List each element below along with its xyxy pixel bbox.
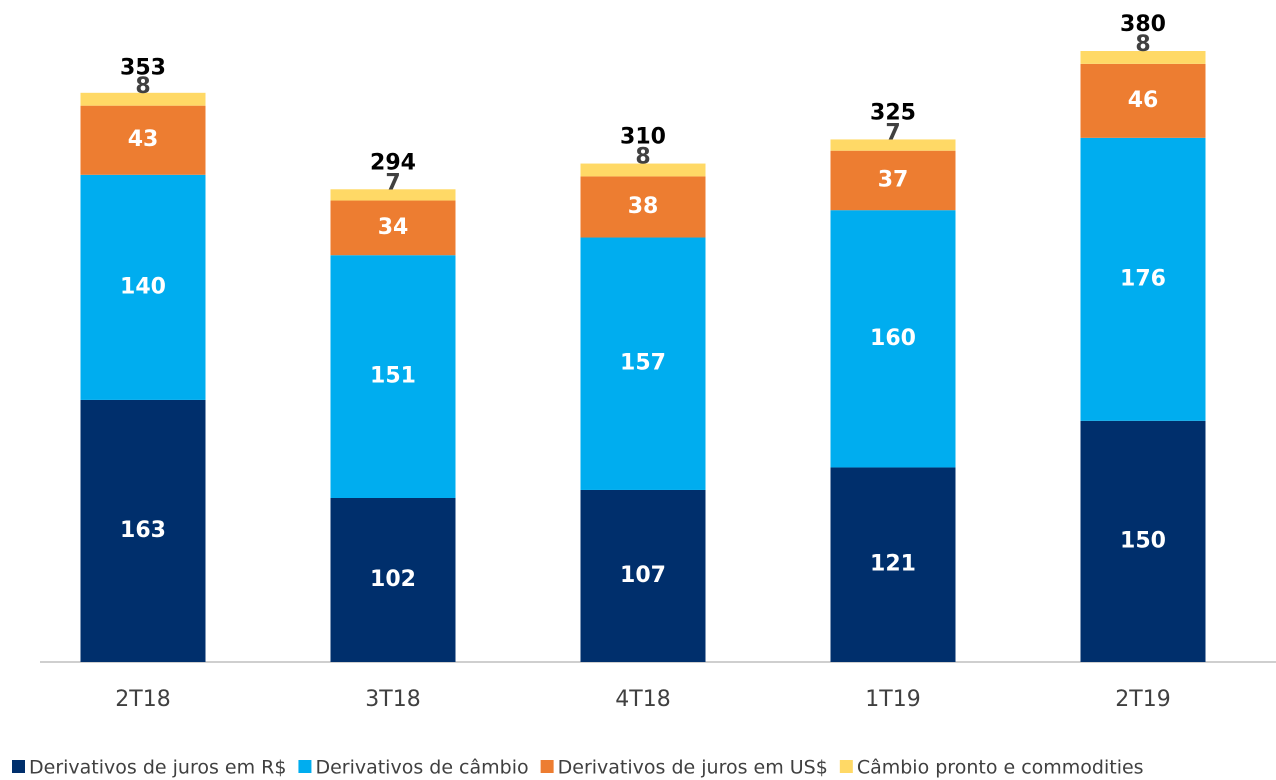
bar-segment <box>80 174 206 400</box>
data-label: 8 <box>635 145 650 170</box>
x-tick-label: 2T19 <box>1115 687 1170 712</box>
data-label: 176 <box>1120 266 1166 291</box>
bar-segment <box>330 497 456 662</box>
x-tick-label: 3T18 <box>365 687 420 712</box>
data-label: 150 <box>1120 528 1166 553</box>
total-label: 325 <box>870 100 916 125</box>
bar-segment <box>830 139 956 151</box>
data-label: 46 <box>1128 88 1159 113</box>
legend-label: Derivativos de juros em US$ <box>558 757 828 779</box>
bar-segment <box>80 399 206 662</box>
data-label: 107 <box>620 563 666 588</box>
legend-swatch <box>298 760 312 773</box>
bar-segment <box>830 467 956 662</box>
bar-segment <box>1080 137 1206 421</box>
legend-label: Câmbio pronto e commodities <box>857 757 1144 779</box>
legend-label: Derivativos de câmbio <box>315 757 528 779</box>
data-label: 8 <box>1135 32 1150 57</box>
bar-segment <box>80 105 206 175</box>
data-label: 121 <box>870 552 916 577</box>
data-label: 43 <box>128 127 159 152</box>
bar-segment <box>330 200 456 256</box>
data-label: 160 <box>870 326 916 351</box>
x-tick-label: 4T18 <box>615 687 670 712</box>
data-label: 163 <box>120 518 166 543</box>
data-label: 7 <box>385 170 400 195</box>
bar-segment <box>1080 63 1206 138</box>
total-label: 294 <box>370 150 416 175</box>
bar-segment <box>330 189 456 201</box>
bar-segment <box>1080 51 1206 64</box>
data-label: 38 <box>628 194 659 219</box>
legend-swatch <box>12 760 25 773</box>
legend-swatch <box>540 760 554 773</box>
bar-segment <box>580 176 706 238</box>
bar-segment <box>80 92 206 106</box>
total-label: 310 <box>620 125 666 150</box>
x-tick-label: 2T18 <box>115 687 170 712</box>
data-label: 7 <box>885 120 900 145</box>
data-label: 34 <box>378 215 409 240</box>
bar-segment <box>580 237 706 490</box>
total-label: 380 <box>1120 12 1166 37</box>
data-label: 140 <box>120 274 166 299</box>
total-label: 353 <box>120 55 166 80</box>
bar-segment <box>830 150 956 211</box>
legend-swatch <box>839 760 853 773</box>
bar-segment <box>1080 420 1206 662</box>
legend-label: Derivativos de juros em R$ <box>29 757 286 779</box>
data-label: 151 <box>370 364 416 389</box>
data-label: 8 <box>135 74 150 99</box>
bar-segment <box>580 489 706 662</box>
data-label: 157 <box>620 351 666 376</box>
bar-segment <box>830 210 956 468</box>
data-label: 102 <box>370 567 416 592</box>
data-label: 37 <box>878 167 909 192</box>
bar-segment <box>330 255 456 498</box>
x-tick-label: 1T19 <box>865 687 920 712</box>
bar-segment <box>580 163 706 177</box>
